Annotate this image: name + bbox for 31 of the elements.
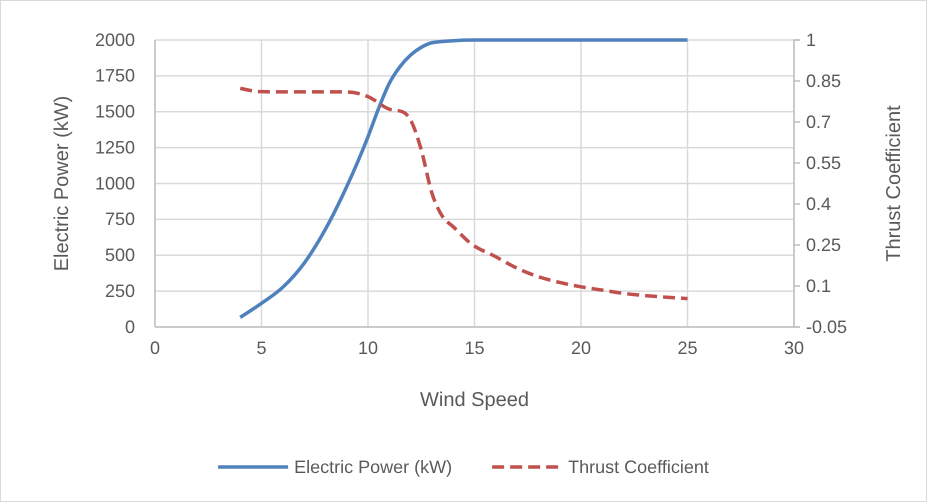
y-tick-label: 500 bbox=[104, 245, 135, 266]
y-tick-label: 1250 bbox=[94, 137, 135, 158]
x-axis-title: Wind Speed bbox=[420, 389, 529, 411]
y-tick-label: 2000 bbox=[94, 30, 135, 50]
y-tick-label: 1500 bbox=[94, 102, 135, 122]
y2-tick-label: 0.1 bbox=[806, 276, 832, 296]
x-tick-label: 30 bbox=[784, 338, 804, 358]
line-series bbox=[238, 86, 690, 300]
y-tick-label: 0 bbox=[124, 316, 135, 337]
x-tick-label: 20 bbox=[570, 338, 592, 358]
y-tick-label: 750 bbox=[104, 209, 135, 230]
y2-tick-label: 0.4 bbox=[806, 194, 832, 214]
y2-tick-label: 0.25 bbox=[806, 234, 842, 255]
x-tick-label: 5 bbox=[256, 338, 267, 358]
legend-label: Thrust Coefficient bbox=[568, 457, 709, 477]
x-tick-label: 10 bbox=[358, 338, 378, 358]
y2-tick-label: 0.55 bbox=[806, 152, 842, 173]
y2-axis-title: Thrust Coefficient bbox=[883, 104, 905, 262]
y2-tick-label: 0.7 bbox=[806, 112, 832, 132]
y2-tick-label: 1 bbox=[806, 30, 816, 50]
y-axis-title: Electric Power (kW) bbox=[51, 96, 73, 272]
y-tick-label: 1750 bbox=[94, 66, 135, 86]
y2-tick-label: 0.85 bbox=[806, 70, 842, 91]
y-tick-label: 1000 bbox=[94, 173, 135, 194]
line-series bbox=[238, 38, 690, 320]
x-tick-label: 0 bbox=[150, 338, 160, 358]
legend-label: Electric Power (kW) bbox=[294, 457, 452, 477]
y2-tick-label: -0.05 bbox=[806, 316, 848, 337]
y-tick-label: 250 bbox=[104, 280, 135, 301]
x-tick-label: 25 bbox=[677, 338, 698, 358]
x-tick-label: 15 bbox=[464, 338, 485, 358]
